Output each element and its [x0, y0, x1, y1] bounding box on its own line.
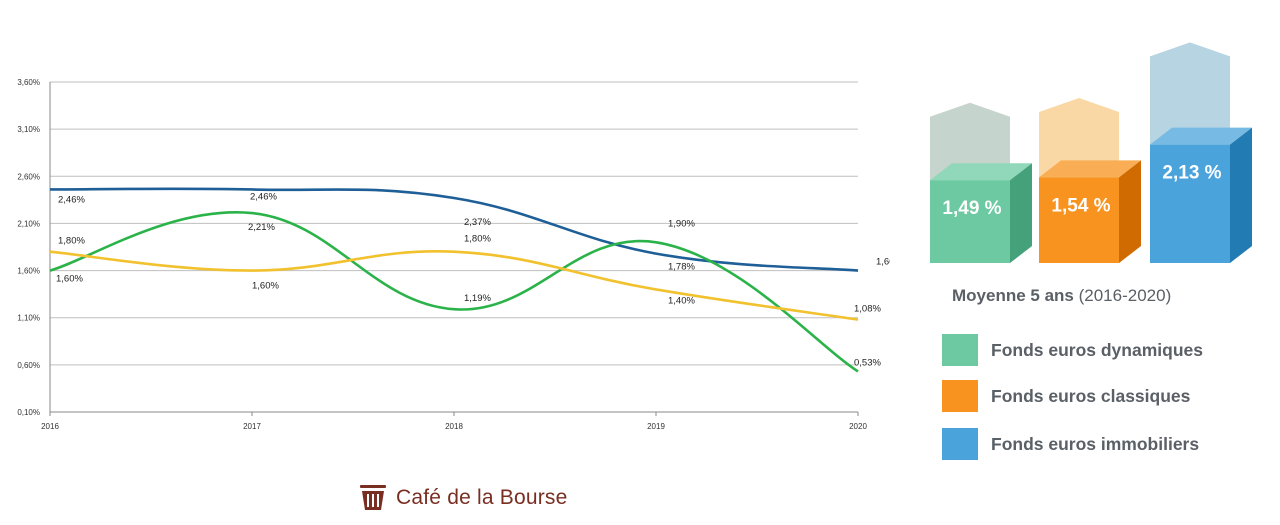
data-label: 2,46% — [250, 191, 277, 202]
series-lines — [49, 187, 859, 373]
y-tick-label: 2,10% — [17, 219, 40, 228]
x-tick-label: 2017 — [243, 422, 261, 431]
data-label: 0,53% — [854, 357, 881, 368]
average-period: (2016-2020) — [1078, 286, 1172, 305]
legend-item-immobiliers: Fonds euros immobiliers — [942, 428, 1272, 462]
data-label: 2,37% — [464, 217, 491, 228]
legend-label: Fonds euros dynamiques — [991, 340, 1203, 360]
logo-text: Café de la Bourse — [396, 486, 568, 509]
y-tick-label: 2,60% — [17, 172, 40, 181]
data-label: 1,60% — [252, 281, 279, 292]
bar-3d-1: 1,49 % — [930, 102, 1032, 263]
series-line-immobiliers — [49, 187, 859, 272]
bar-3d-3: 2,13 % — [1150, 42, 1252, 263]
bar-side — [1230, 127, 1252, 263]
legend-item-dynamiques: Fonds euros dynamiques — [942, 334, 1272, 368]
bar-ghost — [1039, 97, 1119, 178]
data-label: 1,80% — [58, 236, 85, 247]
series-line-dynamiques — [49, 211, 859, 373]
data-label: 1,08% — [854, 304, 881, 315]
series-line-classiques — [49, 249, 859, 321]
data-label: 1,80% — [464, 234, 491, 245]
bar-top — [1039, 160, 1141, 178]
y-tick-label: 1,10% — [17, 314, 40, 323]
legend-swatch — [942, 334, 978, 366]
bar-ghost — [1150, 42, 1230, 145]
y-tick-label: 3,10% — [17, 125, 40, 134]
legend-swatch — [942, 380, 978, 412]
legend-swatch — [942, 428, 978, 460]
data-label: 1,19% — [464, 293, 491, 304]
bar-value-label: 1,54 % — [1051, 195, 1110, 216]
bar-3d-2: 1,54 % — [1039, 97, 1141, 263]
bar-top — [1150, 127, 1252, 145]
bar-front — [1150, 144, 1230, 263]
bar-value-label: 1,49 % — [942, 198, 1001, 219]
logo: Café de la Bourse — [358, 482, 568, 514]
data-label: 2,46% — [58, 194, 85, 205]
bar-value-label: 2,13 % — [1162, 163, 1221, 184]
bar-ghost — [930, 102, 1010, 181]
bar-front — [930, 180, 1010, 263]
line-chart: 0,10% 0,60% 1,10% 1,60% 2,10% 2,60% 3,10% 3,60%… — [17, 78, 890, 431]
data-label: 1,60% — [56, 274, 83, 285]
legend-label: Fonds euros immobiliers — [991, 434, 1200, 454]
bar-side — [1010, 163, 1032, 263]
y-tick-label: 1,60% — [17, 267, 40, 276]
y-tick-label: 3,60% — [17, 78, 40, 87]
x-tick-label: 2019 — [647, 422, 665, 431]
x-axis-ticks: 2016 2017 2018 2019 2020 — [41, 412, 867, 431]
data-label: 1,90% — [668, 218, 695, 229]
data-label: 1,78% — [668, 262, 695, 273]
y-tick-label: 0,10% — [17, 408, 40, 417]
data-label: 2,21% — [248, 222, 275, 233]
y-axis-ticks: 0,10% 0,60% 1,10% 1,60% 2,10% 2,60% 3,10% 3,60% — [17, 78, 40, 417]
data-label: 1,60% — [876, 257, 890, 268]
legend-label: Fonds euros classiques — [991, 386, 1191, 406]
legend-item-classiques: Fonds euros classiques — [942, 380, 1272, 414]
x-tick-label: 2018 — [445, 422, 463, 431]
bar-front — [1039, 177, 1119, 263]
x-tick-label: 2016 — [41, 422, 59, 431]
bar-top — [930, 163, 1032, 181]
data-labels: 2,46% 2,46% 2,37% 1,78% 1,60% 1,60% 2,21% 1,19%… — [56, 191, 890, 368]
x-tick-label: 2020 — [849, 422, 867, 431]
bar-chart-3d: 1,49 % 1,54 % 2,13 % — [930, 42, 1252, 263]
basket-icon — [360, 485, 386, 510]
data-label: 1,40% — [668, 295, 695, 306]
bar-side — [1119, 160, 1141, 263]
average-title-text: Moyenne 5 ans — [952, 286, 1074, 305]
average-title: Moyenne 5 ans (2016-2020) — [952, 286, 1171, 306]
y-tick-label: 0,60% — [17, 361, 40, 370]
grid — [49, 81, 858, 413]
